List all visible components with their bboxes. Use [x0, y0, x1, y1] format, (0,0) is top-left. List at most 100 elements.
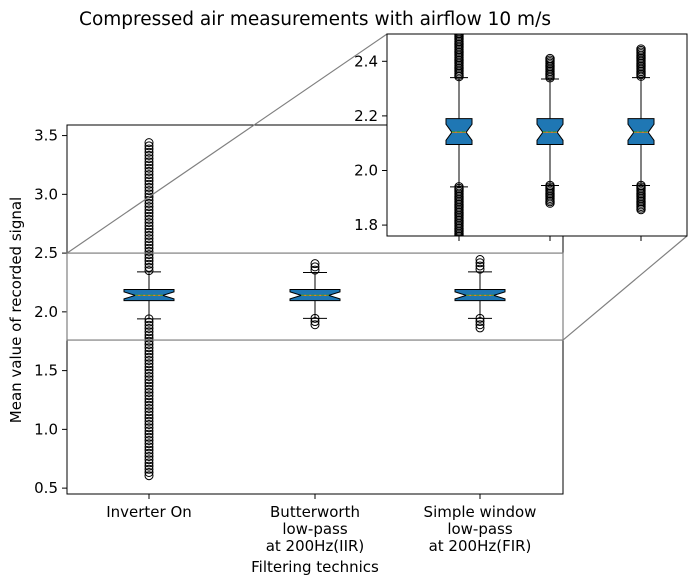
flier-upper — [475, 261, 485, 271]
flier-upper — [144, 211, 154, 221]
flier-upper — [144, 157, 154, 167]
chart-title: Compressed air measurements with airflow… — [79, 9, 551, 30]
flier-lower — [144, 336, 154, 346]
flier-lower — [144, 404, 154, 414]
flier-upper — [144, 266, 154, 276]
flier-lower — [144, 333, 154, 343]
inset-y-tick-label: 1.8 — [354, 216, 378, 234]
flier-upper — [144, 176, 154, 186]
flier-lower — [144, 452, 154, 462]
flier-lower — [144, 346, 154, 356]
y-axis-label: Mean value of recorded signal — [7, 197, 25, 423]
flier-upper — [144, 179, 154, 189]
flier-lower — [144, 455, 154, 465]
y-tick-label: 1.0 — [34, 420, 58, 438]
flier-lower — [144, 407, 154, 417]
flier-upper — [144, 141, 154, 151]
flier-upper — [144, 259, 154, 269]
flier-lower — [144, 410, 154, 420]
flier-upper — [144, 250, 154, 260]
flier-upper — [310, 262, 320, 272]
y-tick-label: 3.0 — [34, 185, 58, 203]
flier-lower — [144, 397, 154, 407]
flier-lower — [144, 394, 154, 404]
flier-lower — [144, 324, 154, 334]
flier-lower — [310, 313, 320, 323]
flier-lower — [144, 429, 154, 439]
flier-lower — [475, 313, 485, 323]
flier-upper — [144, 150, 154, 160]
flier-upper — [144, 138, 154, 148]
flier-lower — [144, 423, 154, 433]
x-tick-label: Butterworth low-pass at 200Hz(IIR) — [266, 503, 365, 555]
flier-upper — [144, 227, 154, 237]
flier-lower — [144, 314, 154, 324]
inset-y-tick-label: 2.0 — [354, 161, 378, 179]
flier-lower — [454, 231, 464, 236]
flier-lower — [636, 204, 646, 215]
flier-lower — [144, 464, 154, 474]
flier-lower — [545, 198, 555, 208]
flier-lower — [144, 391, 154, 401]
flier-lower — [144, 448, 154, 458]
flier-upper — [144, 144, 154, 154]
flier-lower — [144, 439, 154, 449]
flier-lower — [454, 233, 464, 236]
flier-upper — [144, 224, 154, 234]
main-axes: 0.5 1.0 1.5 2.0 2.5 3.0 3.5 Inverter On Butterwo… — [34, 124, 564, 555]
flier-lower — [310, 320, 320, 330]
flier-upper — [144, 173, 154, 183]
flier-upper — [144, 221, 154, 231]
inset-y-tick-label: 2.4 — [354, 52, 378, 70]
flier-upper — [144, 186, 154, 196]
flier-lower — [144, 442, 154, 452]
connector-line — [66, 33, 388, 254]
flier-upper — [144, 234, 154, 244]
flier-upper — [144, 202, 154, 212]
flier-lower — [144, 445, 154, 455]
box-group — [454, 255, 506, 333]
flier-lower — [144, 368, 154, 378]
flier-lower — [475, 323, 485, 333]
flier-upper — [454, 71, 464, 82]
flier-lower — [456, 234, 462, 236]
x-axis-label: Filtering technics — [251, 558, 379, 576]
flier-lower — [144, 362, 154, 372]
flier-upper — [144, 262, 154, 272]
x-tick-label: Inverter On — [106, 503, 192, 521]
flier-upper — [144, 182, 154, 192]
flier-lower — [144, 420, 154, 430]
flier-lower — [144, 343, 154, 353]
flier-upper — [144, 253, 154, 263]
flier-lower — [144, 365, 154, 375]
flier-upper — [144, 160, 154, 170]
flier-lower — [144, 436, 154, 446]
flier-upper — [144, 237, 154, 247]
flier-lower — [144, 458, 154, 468]
flier-lower — [144, 471, 154, 481]
flier-lower — [144, 413, 154, 423]
flier-lower — [144, 416, 154, 426]
inset-frame — [386, 33, 688, 237]
flier-lower — [475, 317, 485, 327]
flier-lower — [144, 317, 154, 327]
flier-upper — [144, 192, 154, 202]
flier-lower — [144, 327, 154, 337]
flier-upper — [310, 265, 320, 275]
inset-box-group — [536, 53, 564, 208]
flier-upper — [144, 208, 154, 218]
inset-y-tick-label: 2.2 — [354, 107, 378, 125]
flier-lower — [144, 352, 154, 362]
flier-upper — [144, 198, 154, 208]
flier-lower — [144, 432, 154, 442]
x-tick-label: Simple window low-pass at 200Hz(FIR) — [424, 503, 537, 555]
flier-upper — [144, 256, 154, 266]
flier-upper — [144, 166, 154, 176]
y-tick-label: 2.0 — [34, 303, 58, 321]
y-tick-label: 3.5 — [34, 127, 58, 145]
flier-lower — [144, 349, 154, 359]
flier-upper — [636, 71, 646, 81]
flier-lower — [144, 372, 154, 382]
flier-lower — [144, 320, 154, 330]
